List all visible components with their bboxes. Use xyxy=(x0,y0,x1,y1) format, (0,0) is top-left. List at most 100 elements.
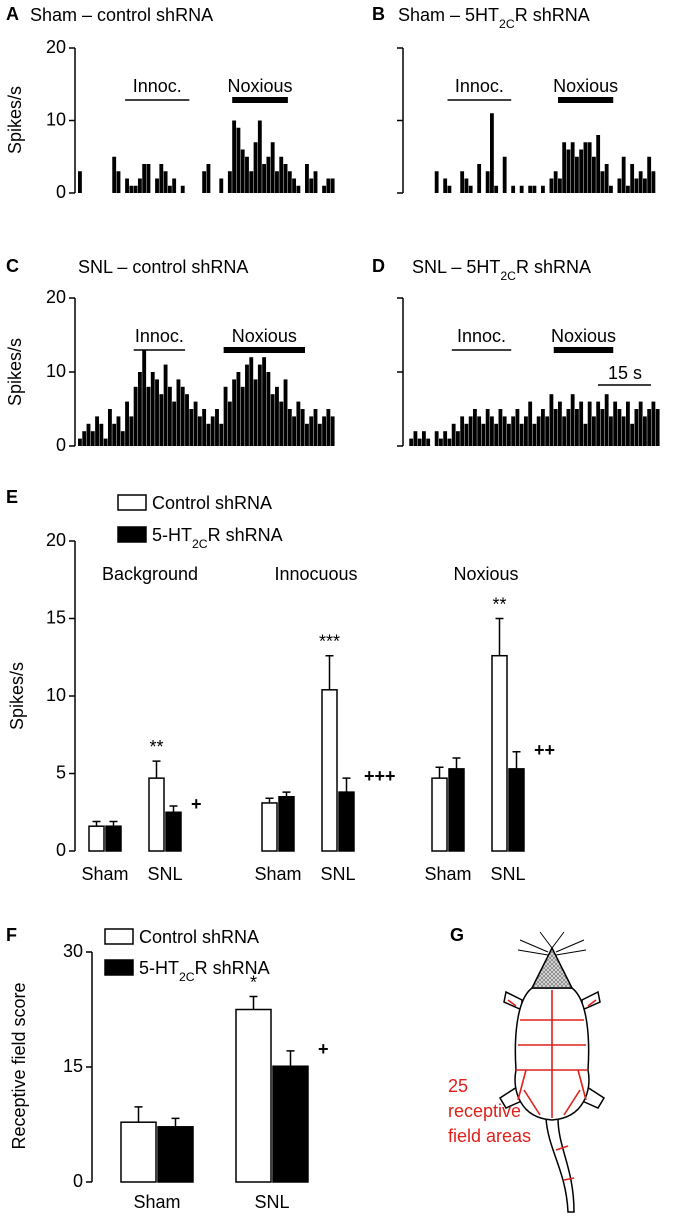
histogram-bar xyxy=(468,185,473,193)
histogram-bar xyxy=(112,156,117,193)
histogram-bar xyxy=(490,113,494,193)
histogram-bar xyxy=(257,364,262,446)
histogram-bar xyxy=(477,164,482,193)
histogram-bar xyxy=(600,171,605,193)
bar xyxy=(272,1065,309,1183)
histogram-bar xyxy=(626,185,630,193)
histogram-bar xyxy=(125,401,129,446)
histogram-bar xyxy=(296,401,301,446)
histogram-bar xyxy=(317,423,322,446)
histogram-bar xyxy=(223,386,228,446)
histogram-bar xyxy=(562,416,567,446)
histogram-bar xyxy=(609,185,613,193)
legend-swatch xyxy=(104,959,134,976)
histogram-bar xyxy=(617,409,622,446)
histogram-bar xyxy=(159,164,164,193)
panel-title: Sham – 5HT2CR shRNA xyxy=(398,5,590,31)
histogram-bar xyxy=(193,401,198,446)
histogram-bar xyxy=(426,438,431,446)
bar xyxy=(338,791,355,852)
y-tick-label: 10 xyxy=(46,109,66,129)
legend-label-part: 2C xyxy=(192,537,208,551)
panel-letter: F xyxy=(6,925,17,945)
histogram-bar xyxy=(172,401,177,446)
histogram-bar xyxy=(99,423,104,446)
panel-title: SNL – control shRNA xyxy=(78,257,248,277)
y-tick-label: 10 xyxy=(46,361,66,381)
histogram-bar xyxy=(180,386,185,446)
histogram-bar xyxy=(413,431,418,446)
histogram-bar xyxy=(485,409,490,446)
histogram-bar xyxy=(575,409,579,446)
y-tick-label: 15 xyxy=(46,607,66,627)
x-tick-label: Sham xyxy=(424,864,471,884)
x-tick-label: Sham xyxy=(133,1192,180,1212)
error-bar xyxy=(134,1106,143,1123)
histogram-bar xyxy=(587,142,592,193)
histogram-bar xyxy=(498,409,503,446)
histogram-bar xyxy=(541,409,545,446)
error-bar xyxy=(495,617,504,656)
histogram-bar xyxy=(292,416,297,446)
diagram-label: field areas xyxy=(448,1126,531,1146)
histogram-bar xyxy=(206,164,211,193)
histogram-bar xyxy=(305,423,309,446)
x-tick-label: Sham xyxy=(81,864,128,884)
y-tick-label: 0 xyxy=(56,435,66,455)
histogram-bar xyxy=(210,416,215,446)
y-axis-label: Receptive field score xyxy=(9,982,29,1149)
stimulus-label: Innoc. xyxy=(135,326,184,346)
histogram-bar xyxy=(197,416,202,446)
histogram-bar xyxy=(305,164,309,193)
histogram-bar xyxy=(172,178,177,193)
histogram-bar xyxy=(159,394,164,446)
y-axis-label: Spikes/s xyxy=(5,86,25,154)
histogram-bar xyxy=(592,156,596,193)
histogram-bar xyxy=(473,409,477,446)
y-tick-label: 15 xyxy=(63,1056,83,1076)
histogram-bar xyxy=(326,178,331,193)
panel-title-part: R shRNA xyxy=(516,257,591,277)
histogram-bar xyxy=(326,409,331,446)
y-tick-label: 0 xyxy=(56,840,66,860)
histogram-bar xyxy=(570,142,575,193)
histogram-bar xyxy=(651,401,656,446)
stimulus-label: Noxious xyxy=(232,326,297,346)
panel-letter: D xyxy=(372,256,385,276)
y-axis-label: Spikes/s xyxy=(5,338,25,406)
histogram-bar xyxy=(78,438,82,446)
histogram-bar xyxy=(167,185,172,193)
significance-label: + xyxy=(318,1039,329,1059)
histogram-bar xyxy=(330,416,335,446)
histogram-bar xyxy=(528,401,533,446)
histogram-bar xyxy=(116,171,121,193)
histogram-bar xyxy=(270,394,275,446)
histogram-bar xyxy=(112,423,117,446)
histogram-bar xyxy=(490,416,494,446)
histogram-bar xyxy=(456,431,460,446)
y-tick-label: 30 xyxy=(63,941,83,961)
histogram-bar xyxy=(532,423,537,446)
histogram-bar xyxy=(655,409,660,446)
histogram-bar xyxy=(511,185,516,193)
histogram-bar xyxy=(300,409,305,446)
diagram-label: receptive xyxy=(448,1101,521,1121)
histogram-bar xyxy=(283,379,288,446)
histogram-bar xyxy=(292,178,297,193)
histogram-bar xyxy=(613,401,618,446)
stimulus-label: Noxious xyxy=(551,326,616,346)
error-bar xyxy=(512,751,521,769)
y-tick-label: 0 xyxy=(56,182,66,202)
histogram-bar xyxy=(502,416,507,446)
histogram-bar xyxy=(279,156,284,193)
stimulus-label: Noxious xyxy=(553,76,618,96)
histogram-bar xyxy=(600,409,605,446)
histogram-bar xyxy=(129,185,134,193)
histogram-bar xyxy=(167,386,172,446)
histogram-bar xyxy=(621,156,626,193)
histogram-bar xyxy=(643,416,647,446)
histogram-bar xyxy=(494,423,499,446)
histogram-bar xyxy=(647,409,652,446)
histogram-bar xyxy=(447,185,452,193)
